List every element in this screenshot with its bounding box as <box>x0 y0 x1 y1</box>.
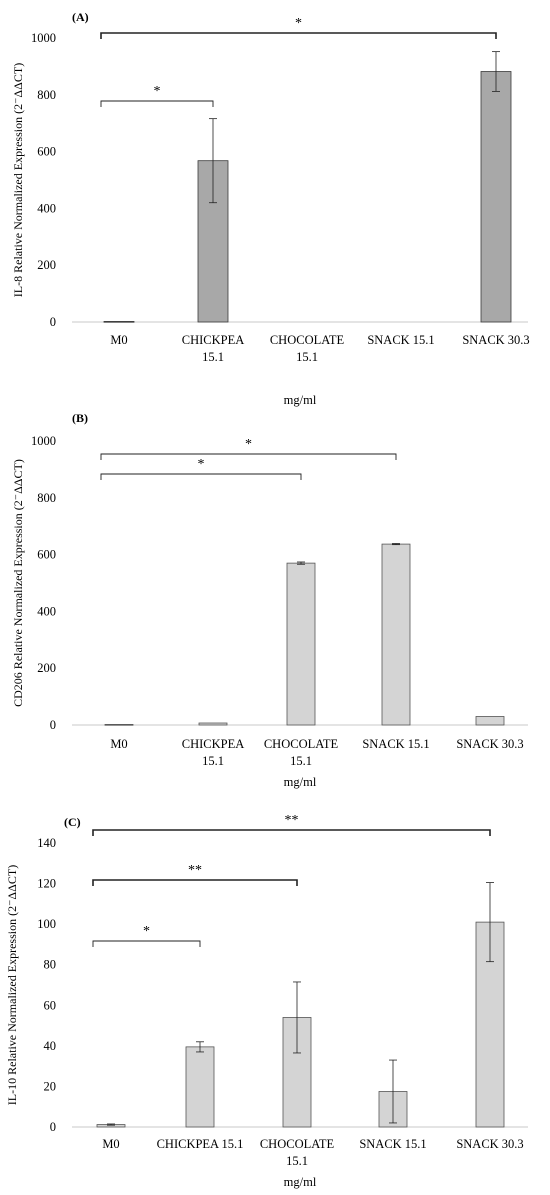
y-tick-label: 60 <box>44 998 57 1012</box>
y-axis-title-text: IL-8 Relative Normalized Expression <box>11 114 25 297</box>
significance-bracket-1 <box>92 879 298 886</box>
x-tick-label: SNACK 15.1 <box>362 737 429 751</box>
x-axis-title: mg/ml <box>284 1175 317 1189</box>
y-tick-label: 200 <box>37 661 56 675</box>
y-tick-label: 400 <box>37 604 56 618</box>
bar-4 <box>480 71 512 323</box>
x-tick-label: CHICKPEA 15.1 <box>157 1137 244 1151</box>
x-tick-label: 15.1 <box>286 1154 308 1168</box>
y-tick-label: 140 <box>37 836 56 850</box>
y-tick-label: 1000 <box>31 31 56 45</box>
x-tick-label: SNACK 30.3 <box>456 737 523 751</box>
bar-1 <box>198 722 228 726</box>
y-tick-label: 100 <box>37 917 56 931</box>
y-tick-label: 1000 <box>31 434 56 448</box>
y-tick-label: 20 <box>44 1079 57 1093</box>
y-axis-title-text: CD206 Relative Normalized Expression <box>11 510 25 707</box>
x-tick-label: CHICKPEA <box>182 333 245 347</box>
x-tick-label: SNACK 15.1 <box>367 333 434 347</box>
bar-1 <box>185 1046 215 1128</box>
x-tick-label: SNACK 15.1 <box>359 1137 426 1151</box>
y-axis-title-text: IL-10 Relative Normalized Expression <box>5 916 19 1105</box>
significance-bracket-1 <box>100 32 497 39</box>
y-tick-label: 40 <box>44 1039 57 1053</box>
significance-marker-0: * <box>198 457 205 472</box>
y-tick-label: 0 <box>50 718 56 732</box>
y-tick-label: 0 <box>50 1120 56 1134</box>
y-tick-label: 800 <box>37 491 56 505</box>
x-axis-title: mg/ml <box>284 775 317 789</box>
significance-marker-2: ** <box>285 813 299 828</box>
y-tick-label: 200 <box>37 258 56 272</box>
y-tick-label: 600 <box>37 548 56 562</box>
x-tick-label: CHOCOLATE <box>264 737 339 751</box>
x-tick-label: CHICKPEA <box>182 737 245 751</box>
significance-bracket-1 <box>100 453 397 460</box>
y-tick-label: 0 <box>50 315 56 329</box>
y-tick-label: 400 <box>37 201 56 215</box>
y-axis-title: CD206 Relative Normalized Expression (2⁻… <box>11 459 25 707</box>
significance-bracket-0 <box>100 473 302 480</box>
significance-marker-0: * <box>154 84 161 99</box>
bar-0 <box>103 321 135 323</box>
significance-bracket-2 <box>92 829 491 836</box>
panel-label: (C) <box>64 815 81 829</box>
x-tick-label: CHOCOLATE <box>270 333 345 347</box>
chart-panel-c: (C) 0 20 40 60 80 100 120 140 M0 CHICKPEA 15.1 CHOC… <box>5 813 528 1189</box>
y-axis-title-formula: (2⁻ΔΔCT) <box>11 63 25 114</box>
x-tick-label: M0 <box>102 1137 119 1151</box>
significance-bracket-0 <box>100 100 214 107</box>
y-axis-title-formula: (2⁻ΔΔCT) <box>5 865 19 916</box>
x-axis-title: mg/ml <box>284 393 317 407</box>
x-tick-label: 15.1 <box>290 754 312 768</box>
bar-4 <box>475 716 505 726</box>
chart-panel-a: (A) 0 200 400 600 800 1000 M0 CHICKPEA 15.1 CHOCOL… <box>11 10 530 407</box>
significance-marker-1: * <box>295 16 302 31</box>
x-tick-label: M0 <box>110 737 127 751</box>
y-tick-label: 80 <box>44 958 57 972</box>
x-tick-label: 15.1 <box>202 350 224 364</box>
x-tick-label: 15.1 <box>202 754 224 768</box>
significance-bracket-0 <box>92 940 201 947</box>
x-tick-label: CHOCOLATE <box>260 1137 335 1151</box>
x-tick-label: M0 <box>110 333 127 347</box>
bar-3 <box>381 543 411 726</box>
panel-label: (A) <box>72 10 89 24</box>
y-tick-label: 600 <box>37 145 56 159</box>
y-axis-title: IL-10 Relative Normalized Expression (2⁻… <box>5 865 19 1105</box>
chart-panel-b: (B) 0 200 400 600 800 1000 M0 CHICKPEA 15.1 CHOCOL… <box>11 411 528 789</box>
x-tick-label: 15.1 <box>296 350 318 364</box>
y-axis-title-formula: (2⁻ΔΔCT) <box>11 459 25 510</box>
x-tick-label: SNACK 30.3 <box>462 333 529 347</box>
bar-0 <box>104 724 134 726</box>
x-tick-label: SNACK 30.3 <box>456 1137 523 1151</box>
bar-2 <box>286 562 316 726</box>
panel-label: (B) <box>72 411 88 425</box>
y-tick-label: 800 <box>37 88 56 102</box>
y-axis-title: IL-8 Relative Normalized Expression (2⁻Δ… <box>11 63 25 297</box>
significance-marker-1: ** <box>188 863 202 878</box>
significance-marker-0: * <box>143 924 150 939</box>
significance-marker-1: * <box>245 437 252 452</box>
y-tick-label: 120 <box>37 877 56 891</box>
